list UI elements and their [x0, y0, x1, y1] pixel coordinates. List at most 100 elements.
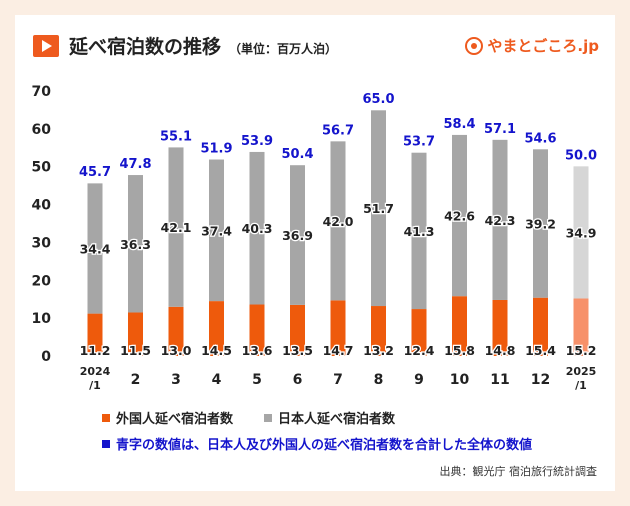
foreign-value-label: 12.4: [404, 343, 435, 358]
legend-japanese-swatch: [264, 413, 272, 422]
total-value-label: 54.6: [524, 131, 556, 146]
y-tick-label: 40: [32, 198, 52, 214]
bar-foreign: [249, 304, 265, 356]
x-tick-label: 7: [333, 372, 343, 388]
x-tick-label: 10: [450, 372, 470, 388]
bar-chart: 0 10 20 30 40 50 60 70 34.4 11.2 45.7 2024/1 36.3 11.…: [32, 84, 598, 392]
foreign-value-label: 15.8: [444, 343, 475, 358]
bar-foreign: [290, 304, 305, 356]
foreign-value-label: 13.6: [242, 343, 273, 358]
foreign-value-label: 14.7: [323, 343, 354, 358]
bar-japanese: [330, 141, 346, 301]
bar-foreign: [168, 306, 184, 356]
foreign-value-label: 15.2: [566, 343, 597, 358]
total-value-label: 47.8: [119, 157, 151, 172]
bar-japanese: [290, 165, 305, 305]
x-tick-label: 9: [414, 372, 424, 388]
logo-mark-icon: [465, 36, 484, 55]
foreign-value-label: 15.4: [525, 343, 556, 358]
bar-foreign: [492, 299, 508, 356]
japanese-value-label: 40.3: [242, 221, 273, 236]
bar-japanese: [209, 159, 224, 302]
logo-text: やまとごころ.jp: [487, 37, 599, 55]
chart-card: 延べ宿泊数の推移 （単位：百万人泊） やまとごころ.jp 0 10 20 30 40 50 6…: [15, 15, 615, 491]
bar-foreign: [87, 313, 103, 356]
x-tick-label: 2: [131, 372, 141, 388]
legend-foreign: 外国人延べ宿泊者数: [102, 408, 233, 427]
japanese-value-label: 42.1: [161, 220, 192, 235]
y-tick-label: 30: [32, 235, 52, 251]
brand-logo: やまとごころ.jp: [465, 35, 599, 56]
play-icon: [33, 35, 59, 57]
total-value-label: 55.1: [160, 129, 192, 144]
bar-japanese: [168, 147, 184, 307]
total-value-label: 51.9: [200, 142, 232, 157]
foreign-value-label: 11.2: [80, 343, 111, 358]
legend-japanese-label: 日本人延べ宿泊者数: [278, 412, 396, 427]
foreign-value-label: 13.0: [161, 343, 192, 358]
bar-foreign: [452, 296, 467, 356]
bar-japanese: [492, 139, 508, 300]
x-tick-label: /1: [575, 379, 587, 392]
japanese-value-label: 36.3: [120, 237, 151, 252]
legend-note-label: 青字の数値は、日本人及び外国人の延べ宿泊者数を合計した全体の数値: [116, 438, 533, 453]
japanese-value-label: 51.7: [363, 201, 394, 216]
y-tick-label: 20: [32, 273, 52, 289]
legend-foreign-label: 外国人延べ宿泊者数: [116, 412, 234, 427]
legend-japanese: 日本人延べ宿泊者数: [264, 408, 395, 427]
x-tick-label: 4: [212, 372, 222, 388]
foreign-value-label: 14.5: [201, 343, 232, 358]
bar-japanese: [87, 183, 103, 314]
legend-note-swatch: [102, 439, 110, 448]
bar-foreign: [209, 301, 224, 356]
y-tick-label: 60: [32, 122, 52, 138]
bar-japanese: [249, 151, 265, 305]
source-note: 出典：観光庁 宿泊旅行統計調査: [439, 465, 598, 478]
total-value-label: 50.0: [565, 149, 597, 164]
legend-foreign-swatch: [102, 413, 110, 422]
total-value-label: 50.4: [281, 147, 313, 162]
japanese-value-label: 42.3: [485, 213, 516, 228]
bar-japanese: [371, 110, 386, 307]
total-value-label: 53.7: [403, 135, 435, 150]
x-tick-label: 3: [171, 372, 181, 388]
x-tick-label: /1: [89, 379, 101, 392]
total-value-label: 56.7: [322, 123, 354, 138]
japanese-value-label: 34.4: [80, 241, 111, 256]
japanese-value-label: 39.2: [525, 217, 556, 232]
total-value-label: 65.0: [362, 92, 394, 107]
x-tick-label: 2025: [566, 365, 597, 378]
x-tick-label: 11: [490, 372, 509, 388]
foreign-value-label: 13.5: [282, 343, 313, 358]
bar-foreign: [573, 298, 589, 356]
y-tick-label: 10: [32, 311, 52, 327]
title-text: 延べ宿泊数の推移: [69, 36, 222, 58]
total-value-label: 58.4: [443, 117, 475, 132]
japanese-value-label: 42.0: [323, 214, 354, 229]
x-tick-label: 8: [374, 372, 384, 388]
bar-japanese: [452, 134, 467, 297]
foreign-value-label: 11.5: [120, 343, 151, 358]
foreign-value-label: 14.8: [485, 343, 516, 358]
bar-foreign: [533, 297, 548, 356]
legend-note: 青字の数値は、日本人及び外国人の延べ宿泊者数を合計した全体の数値: [102, 434, 532, 453]
total-value-label: 57.1: [484, 122, 516, 137]
y-tick-label: 70: [32, 84, 52, 100]
bar-foreign: [371, 306, 386, 356]
japanese-value-label: 41.3: [404, 224, 435, 239]
bar-foreign: [411, 309, 427, 356]
total-value-label: 45.7: [79, 165, 111, 180]
bar-japanese: [573, 166, 589, 299]
bar-japanese: [533, 149, 548, 298]
x-tick-label: 6: [293, 372, 303, 388]
total-value-label: 53.9: [241, 134, 273, 149]
bar-japanese: [411, 152, 427, 310]
japanese-value-label: 34.9: [566, 225, 597, 240]
japanese-value-label: 37.4: [201, 223, 232, 238]
foreign-value-label: 13.2: [363, 343, 394, 358]
japanese-value-label: 42.6: [444, 209, 475, 224]
x-tick-label: 5: [252, 372, 262, 388]
title-unit: （単位：百万人泊）: [229, 42, 338, 56]
bar-foreign: [128, 312, 143, 356]
y-tick-label: 50: [32, 160, 52, 176]
